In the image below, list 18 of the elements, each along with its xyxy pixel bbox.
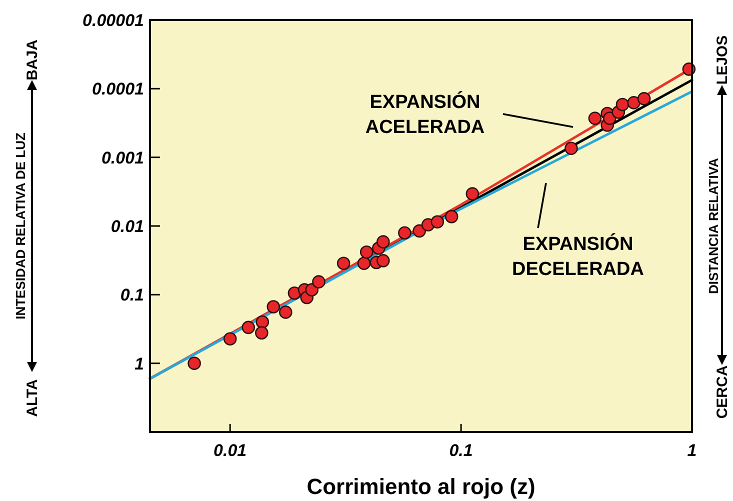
annotation: EXPANSIÓN DECELERADA bbox=[512, 233, 644, 280]
x-tick-label: 0.01 bbox=[214, 441, 247, 460]
annotation: EXPANSIÓN ACELERADA bbox=[365, 91, 485, 138]
text: LEJOS bbox=[714, 35, 731, 85]
y-tick-label: 0.01 bbox=[110, 217, 144, 236]
text: CERCA bbox=[714, 365, 731, 419]
y-tick-label: 1 bbox=[134, 354, 144, 374]
x-tick-label: 0.1 bbox=[449, 441, 473, 460]
y-tick-label: 0.1 bbox=[120, 286, 144, 305]
x-axis-title: Corrimiento al rojo (z) bbox=[306, 474, 536, 499]
text: BAJA bbox=[24, 39, 41, 80]
text: ALTA bbox=[24, 378, 41, 417]
y-tick-label: 0.00001 bbox=[82, 11, 144, 30]
y2-axis-title: DISTANCIA RELATIVA bbox=[706, 157, 721, 294]
y-tick-label: 0.0001 bbox=[92, 80, 144, 99]
y-axis-title: INTESIDAD RELATIVA DE LUZ bbox=[13, 132, 28, 320]
x-tick-label: 1 bbox=[687, 441, 697, 460]
y-tick-label: 0.001 bbox=[101, 148, 144, 168]
